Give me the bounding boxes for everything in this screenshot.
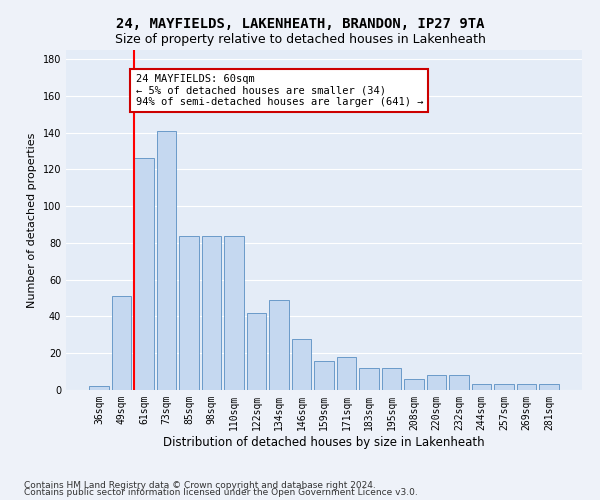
Bar (89, 386, 109, 390)
Bar (292, 338, 311, 390)
Bar (472, 384, 491, 390)
Bar (247, 313, 266, 390)
Text: Contains HM Land Registry data © Crown copyright and database right 2024.: Contains HM Land Registry data © Crown c… (24, 480, 376, 490)
Text: Contains public sector information licensed under the Open Government Licence v3: Contains public sector information licen… (24, 488, 418, 497)
Bar (202, 236, 221, 390)
Bar (179, 236, 199, 390)
Bar (314, 360, 334, 390)
Bar (494, 384, 514, 390)
Bar (157, 131, 176, 390)
Bar (449, 376, 469, 390)
Bar (404, 379, 424, 390)
Text: 24, MAYFIELDS, LAKENHEATH, BRANDON, IP27 9TA: 24, MAYFIELDS, LAKENHEATH, BRANDON, IP27… (116, 18, 484, 32)
Bar (539, 384, 559, 390)
Bar (224, 236, 244, 390)
Bar (382, 368, 401, 390)
Bar (359, 368, 379, 390)
Bar (517, 384, 536, 390)
Bar (112, 296, 131, 390)
Bar (427, 376, 446, 390)
Bar (134, 158, 154, 390)
Bar (337, 357, 356, 390)
X-axis label: Distribution of detached houses by size in Lakenheath: Distribution of detached houses by size … (163, 436, 485, 448)
Y-axis label: Number of detached properties: Number of detached properties (27, 132, 37, 308)
Text: 24 MAYFIELDS: 60sqm
← 5% of detached houses are smaller (34)
94% of semi-detache: 24 MAYFIELDS: 60sqm ← 5% of detached hou… (136, 74, 423, 107)
Bar (269, 300, 289, 390)
Text: Size of property relative to detached houses in Lakenheath: Size of property relative to detached ho… (115, 32, 485, 46)
